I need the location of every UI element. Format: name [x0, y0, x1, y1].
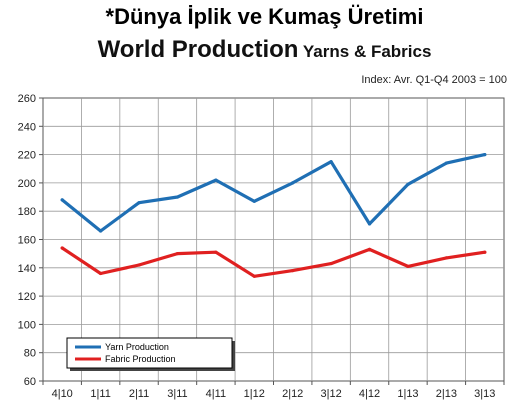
data-point: [214, 250, 218, 254]
data-point: [99, 229, 103, 233]
chart-title: World Production Yarns & Fabrics: [0, 36, 529, 64]
data-point: [367, 247, 372, 252]
x-tick-label: 4|10: [52, 388, 73, 400]
x-tick-label: 4|11: [206, 388, 226, 400]
x-tick-label: 1|11: [90, 388, 110, 400]
data-point: [291, 269, 295, 273]
data-point: [252, 199, 256, 203]
x-tick-label: 4|12: [359, 388, 380, 400]
y-tick-label: 240: [18, 121, 36, 133]
y-tick-label: 80: [24, 348, 36, 360]
x-tick-label: 2|11: [129, 388, 149, 400]
y-tick-label: 220: [18, 150, 36, 162]
data-point: [175, 252, 180, 256]
series-line-yarn: [60, 153, 487, 233]
legend: [66, 337, 233, 369]
x-tick-label: 1|12: [244, 388, 265, 400]
heading: *Dünya İplik ve Kumaş Üretimi: [105, 4, 424, 29]
data-point: [60, 198, 64, 202]
x-tick-label: 3|13: [474, 388, 495, 400]
data-point: [329, 160, 333, 164]
data-point: [291, 181, 295, 185]
data-point: [406, 182, 410, 186]
data-point: [252, 274, 256, 278]
data-point: [406, 264, 410, 268]
data-point: [137, 263, 141, 267]
x-tick-label: 2|13: [436, 388, 457, 400]
data-point: [329, 261, 333, 266]
data-point: [367, 222, 372, 226]
x-tick-label: 3|11: [167, 388, 187, 400]
x-tick-label: 1|13: [397, 388, 418, 400]
index-note: Index: Avr. Q1-Q4 2003 = 100: [361, 74, 507, 86]
chart-title-sub: Yarns & Fabrics: [302, 42, 432, 61]
y-tick-label: 140: [18, 263, 36, 275]
chart-title-main: World Production: [97, 36, 299, 63]
x-tick-label: 2|12: [282, 388, 303, 400]
data-point: [99, 271, 103, 276]
legend-label: Fabric Production: [105, 354, 176, 364]
x-tick-label: 3|12: [321, 388, 342, 400]
y-tick-label: 260: [18, 93, 36, 105]
y-tick-label: 120: [18, 291, 36, 303]
data-point: [483, 250, 487, 254]
data-point: [137, 201, 141, 205]
data-point: [214, 178, 218, 182]
y-tick-label: 160: [18, 235, 36, 247]
data-point: [444, 161, 448, 165]
y-tick-label: 200: [18, 178, 36, 190]
data-point: [444, 256, 448, 260]
series-line-fabric: [60, 246, 487, 278]
y-tick-label: 100: [18, 319, 36, 331]
y-tick-label: 60: [24, 376, 36, 388]
data-point: [175, 195, 180, 199]
data-point: [483, 153, 487, 157]
legend-label: Yarn Production: [105, 342, 169, 352]
y-tick-label: 180: [18, 206, 36, 218]
data-point: [60, 246, 64, 250]
